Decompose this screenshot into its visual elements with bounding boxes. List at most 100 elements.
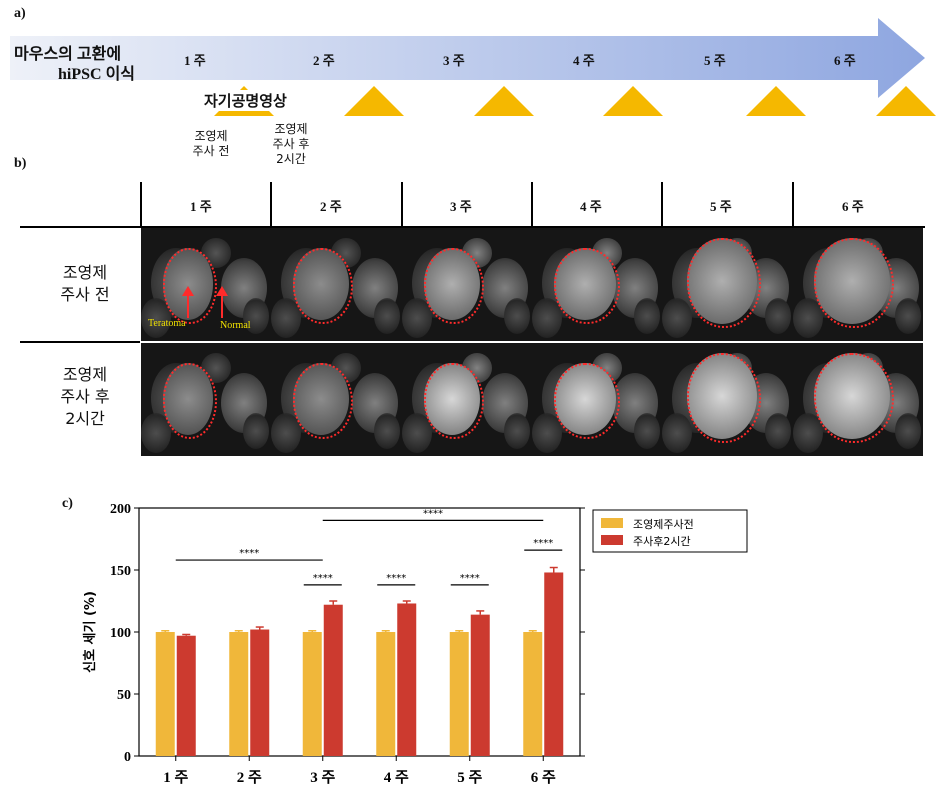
tumor-roi-outline <box>814 238 894 328</box>
table-col-rule-2 <box>270 182 272 226</box>
bar-after <box>470 614 490 756</box>
table-col-rule-3 <box>401 182 403 226</box>
normal-annotation: Normal <box>220 320 251 331</box>
row-after-line-1: 조영제 <box>62 365 108 384</box>
table-week-6: 6 주 <box>842 199 864 214</box>
after-label-line-1: 조영제 <box>274 122 308 136</box>
timeline-week-6: 6 주 <box>834 53 856 68</box>
mri-image-r1-c5 <box>662 228 793 341</box>
after-injection-label: 조영제 주사 후 2시간 <box>256 122 326 167</box>
bar-after <box>544 572 564 756</box>
bar-before <box>229 632 249 756</box>
significance-mark: **** <box>423 508 443 519</box>
panel-b-label: b) <box>14 156 27 171</box>
table-week-5: 5 주 <box>710 199 732 214</box>
legend-entry: 주사후2시간 <box>633 535 691 548</box>
timeline-week-3: 3 주 <box>443 53 465 68</box>
bar-before <box>449 632 469 756</box>
table-left-rule <box>140 182 142 226</box>
significance-mark: **** <box>460 573 480 584</box>
table-col-rule-5 <box>661 182 663 226</box>
tumor-roi-outline <box>424 363 484 439</box>
table-week-4: 4 주 <box>580 199 602 214</box>
y-tick-label: 150 <box>110 564 131 579</box>
tissue-shape <box>374 298 400 334</box>
timeline-week-5: 5 주 <box>704 53 726 68</box>
bar-before <box>376 632 396 756</box>
tissue-shape <box>634 413 660 449</box>
teratoma-annotation: Teratoma <box>148 318 186 329</box>
bar-before <box>523 632 543 756</box>
tissue-shape <box>243 298 269 334</box>
tumor-roi-outline <box>554 363 620 439</box>
legend-swatch <box>601 518 623 528</box>
y-tick-label: 0 <box>124 750 131 765</box>
significance-mark: **** <box>533 538 553 549</box>
mri-image-r1-c1 <box>141 228 271 341</box>
significance-mark: **** <box>313 573 333 584</box>
row-after-line-3: 2시간 <box>65 409 105 428</box>
row-label-before: 조영제 주사 전 <box>40 262 130 306</box>
tumor-roi-outline <box>814 353 894 443</box>
bar-before <box>155 632 175 756</box>
table-week-2: 2 주 <box>320 199 342 214</box>
timeline-week-4: 4 주 <box>573 53 595 68</box>
tumor-roi-outline <box>163 363 218 439</box>
panel-a-label: a) <box>14 6 26 21</box>
bar-after <box>250 629 270 756</box>
mri-image-r2-c5 <box>662 343 793 456</box>
row-before-line-1: 조영제 <box>62 263 108 282</box>
mri-image-r2-c6 <box>793 343 923 456</box>
arrow-start-text-1: 마우스의 고환에 <box>14 46 122 63</box>
table-week-1: 1 주 <box>190 199 212 214</box>
mri-label: 자기공명영상 <box>200 90 291 111</box>
tumor-roi-outline <box>686 353 761 443</box>
mri-image-r1-c4 <box>532 228 662 341</box>
tissue-shape <box>662 413 692 453</box>
table-col-rule-6 <box>792 182 794 226</box>
mri-image-r1-c2 <box>271 228 402 341</box>
bar-before <box>302 632 322 756</box>
y-tick-label: 50 <box>117 688 131 703</box>
tumor-roi-outline <box>554 248 620 324</box>
tumor-roi-outline <box>686 238 761 328</box>
mri-image-r1-c6 <box>793 228 923 341</box>
mri-image-r2-c2 <box>271 343 402 456</box>
plot-frame <box>138 507 581 757</box>
before-injection-label: 조영제 주사 전 <box>176 129 246 159</box>
annotation-arrows <box>182 286 228 318</box>
row-before-line-2: 주사 전 <box>60 285 110 304</box>
after-label-line-2: 주사 후 <box>272 137 310 151</box>
timeline-arrow <box>10 18 925 98</box>
mri-image-r1-c3 <box>402 228 532 341</box>
mri-image-r2-c4 <box>532 343 662 456</box>
x-tick-label: 4 주 <box>384 769 409 786</box>
tumor-roi-outline <box>163 248 218 324</box>
tissue-shape <box>504 298 530 334</box>
timeline-week-1: 1 주 <box>184 53 206 68</box>
mri-image-r2-c1 <box>141 343 271 456</box>
timeline-week-2: 2 주 <box>313 53 335 68</box>
arrow-start-text-2: hiPSC 이식 <box>58 66 136 83</box>
y-tick-label: 200 <box>110 502 131 517</box>
x-tick-label: 3 주 <box>310 769 335 786</box>
tissue-shape <box>634 298 660 334</box>
tissue-shape <box>895 298 921 334</box>
table-week-3: 3 주 <box>450 199 472 214</box>
mri-triangle-4 <box>603 86 663 116</box>
legend-entry: 조영제주사전 <box>633 518 694 531</box>
tumor-roi-outline <box>293 248 353 324</box>
table-top-rule <box>20 226 925 228</box>
mri-triangle-2 <box>344 86 404 116</box>
row-after-line-2: 주사 후 <box>60 387 110 406</box>
legend-swatch <box>601 535 623 545</box>
y-axis-label: 신호 세기 (%) <box>83 591 98 673</box>
x-tick-label: 1 주 <box>163 769 188 786</box>
tumor-roi-outline <box>424 248 484 324</box>
row-label-after: 조영제 주사 후 2시간 <box>40 364 130 430</box>
tissue-shape <box>765 413 791 449</box>
after-label-line-3: 2시간 <box>276 152 306 166</box>
signal-intensity-chart: 0 50 100 150 200 신호 세기 (%) 1 주 2 주 3 주 4 주 5 주 6 주 *… <box>83 502 748 786</box>
y-tick-label: 100 <box>110 626 131 641</box>
tissue-shape <box>895 413 921 449</box>
